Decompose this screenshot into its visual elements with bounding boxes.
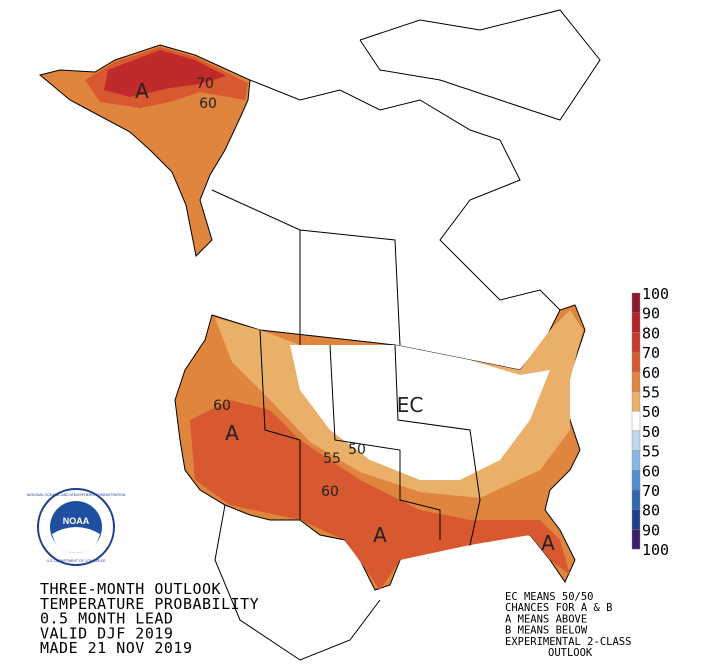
note-line: A MEANS ABOVE [505, 613, 587, 625]
note-line: OUTLOOK [548, 647, 593, 659]
map-label: A [135, 79, 149, 103]
title-line: 0.5 MONTH LEAD [40, 610, 173, 628]
southwest-high [190, 400, 570, 590]
map-label: 60 [199, 96, 217, 112]
state-lines [329, 344, 441, 540]
legend-swatch [631, 411, 641, 432]
map-label: 70 [196, 76, 214, 92]
map-label: 60 [321, 484, 339, 500]
legend-swatch [631, 312, 641, 333]
title-line: MADE 21 NOV 2019 [40, 639, 193, 657]
canada-provinces [211, 189, 401, 346]
title-line: TEMPERATURE PROBABILITY [40, 595, 259, 613]
legend-label: 50 [642, 423, 660, 441]
legend-swatch [631, 489, 641, 510]
map-label: A [225, 421, 239, 445]
map-shapes [38, 9, 601, 661]
legend-swatch [631, 332, 641, 353]
map-label: A [373, 523, 387, 547]
legend-swatch [631, 450, 641, 471]
legend-label: 60 [642, 364, 660, 382]
legend-swatch [631, 470, 641, 491]
noaa-logo: NOAA NATIONAL OCEANIC AND ATMOSPHERIC AD… [27, 488, 126, 566]
legend-label: 90 [642, 305, 660, 323]
legend-label: 100 [642, 541, 669, 559]
canada-coast [249, 79, 561, 311]
note-line: EC MEANS 50/50 [505, 591, 594, 603]
state-lines [259, 329, 301, 520]
legend-swatch [631, 509, 641, 530]
legend-label: 90 [642, 521, 660, 539]
legend-swatch [631, 529, 641, 550]
legend-label: 70 [642, 344, 660, 362]
legend-label: 55 [642, 384, 660, 402]
note-line: EXPERIMENTAL 2-CLASS [505, 636, 631, 648]
alaska [38, 44, 251, 258]
state-lines [394, 344, 481, 546]
note-line: B MEANS BELOW [505, 625, 588, 637]
map-label: 50 [348, 442, 366, 458]
legend-label: 55 [642, 443, 660, 461]
legend-label: 80 [642, 324, 660, 342]
alaska-70 [104, 50, 226, 97]
logo-ring-bottom: U.S. DEPARTMENT OF COMMERCE [46, 559, 106, 563]
title-line: THREE-MONTH OUTLOOK [40, 580, 221, 598]
logo-name: NOAA [63, 516, 90, 526]
legend-label: 70 [642, 482, 660, 500]
legend-swatch [631, 391, 641, 412]
legend-label: 80 [642, 502, 660, 520]
title-line: VALID DJF 2019 [40, 624, 173, 642]
map-labels: 70 60 A 60 A 55 50 60 EC A A [135, 76, 555, 555]
map-label: 60 [213, 398, 231, 414]
arctic-islands [359, 9, 601, 121]
legend-label: 50 [642, 403, 660, 421]
legend-swatch [631, 351, 641, 373]
map-label: A [541, 531, 555, 555]
legend-swatch [631, 371, 641, 392]
legend-swatch [631, 292, 641, 313]
note-line: CHANCES FOR A & B [505, 602, 612, 614]
ec-area [290, 345, 550, 480]
map-label: 55 [323, 451, 341, 467]
logo-gull [52, 527, 100, 553]
legend-label: 100 [642, 285, 669, 303]
legend-label: 60 [642, 462, 660, 480]
map-label: EC [397, 393, 424, 417]
logo-ring-top: NATIONAL OCEANIC AND ATMOSPHERIC ADMINIS… [27, 493, 126, 497]
mexico [214, 504, 381, 661]
legend-swatch [631, 430, 641, 451]
